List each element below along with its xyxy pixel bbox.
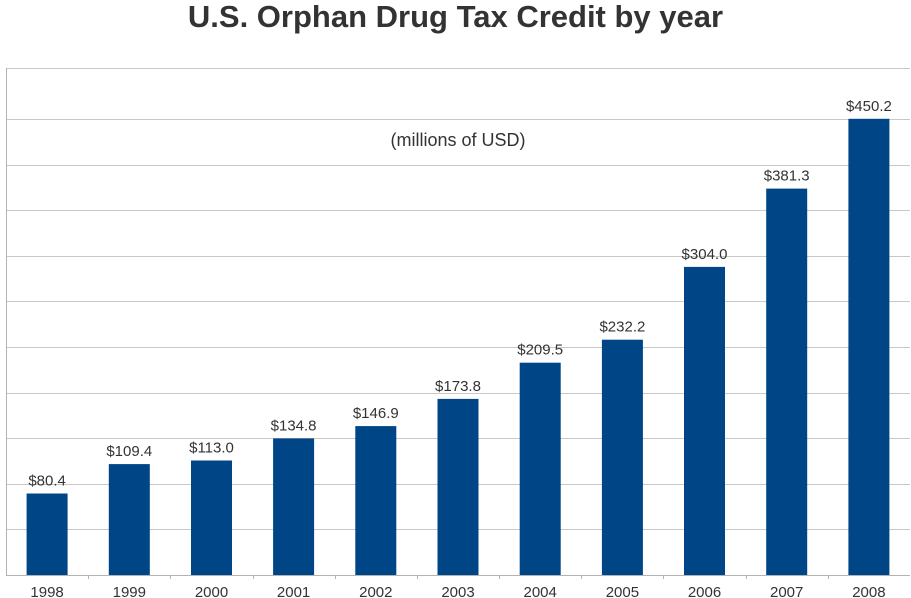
bar-2007 [766, 188, 808, 575]
x-tick-label-2000: 2000 [195, 584, 228, 598]
x-tick-label-2006: 2006 [688, 584, 721, 598]
x-tick-label-2002: 2002 [359, 584, 392, 598]
data-label-2002: $146.9 [353, 405, 399, 422]
chart-title: U.S. Orphan Drug Tax Credit by year [187, 0, 724, 34]
x-tick-label-2004: 2004 [524, 584, 557, 598]
data-label-2006: $304.0 [682, 246, 728, 263]
bar-2001 [273, 438, 315, 575]
bar-2005 [601, 339, 643, 575]
x-tick-label-1998: 1998 [30, 584, 63, 598]
bars-layer [26, 118, 890, 576]
unit-annotation: (millions of USD) [390, 130, 525, 150]
x-tick-label-2003: 2003 [441, 584, 474, 598]
data-label-2008: $450.2 [846, 98, 892, 115]
x-tick-label-1999: 1999 [113, 584, 146, 598]
bar-2006 [684, 266, 725, 575]
x-tick-label-2007: 2007 [770, 584, 803, 598]
data-label-2004: $209.5 [517, 342, 563, 359]
data-label-2005: $232.2 [599, 319, 645, 336]
x-tick-label-2008: 2008 [852, 584, 885, 598]
data-label-1998: $80.4 [28, 473, 66, 490]
bar-2000 [191, 460, 232, 575]
plot-frame [6, 68, 910, 579]
x-tick-label-2005: 2005 [606, 584, 639, 598]
bar-2002 [355, 426, 397, 575]
data-label-2003: $173.8 [435, 378, 481, 395]
x-tick-labels-layer: 1998 1999 2000 2001 2002 2003 2004 2005 2006 2007… [30, 584, 885, 598]
x-tick-label-2001: 2001 [277, 584, 310, 598]
data-label-2007: $381.3 [764, 168, 810, 185]
data-labels-layer: $80.4 $109.4 $113.0 $134.8 $146.9 $173.8 $209.… [28, 98, 892, 490]
data-label-2000: $113.0 [189, 440, 234, 457]
data-label-2001: $134.8 [271, 417, 317, 434]
bar-1998 [26, 493, 68, 575]
data-label-1999: $109.4 [106, 443, 152, 460]
bar-1999 [108, 464, 150, 575]
bar-2008 [848, 118, 890, 576]
bar-2003 [437, 398, 479, 575]
bar-2004 [519, 362, 561, 575]
